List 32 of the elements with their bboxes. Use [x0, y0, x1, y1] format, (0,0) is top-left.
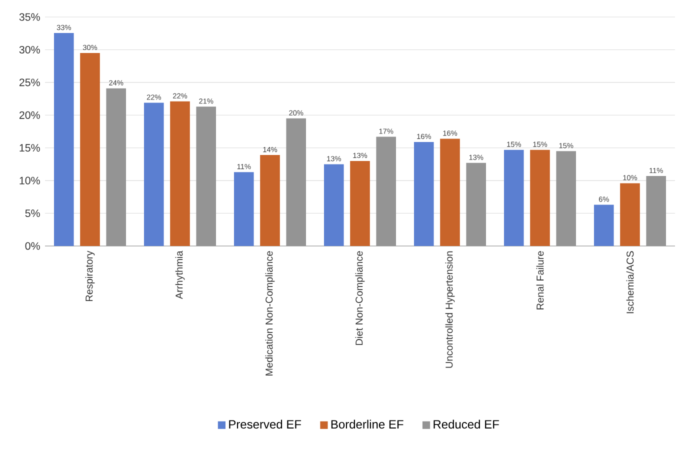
- y-tick-label: 35%: [19, 13, 40, 21]
- bar: [620, 183, 640, 246]
- y-tick-label: 15%: [20, 144, 40, 152]
- bar: [594, 204, 614, 246]
- bar: [440, 138, 460, 246]
- y-tick-label: 30%: [19, 46, 40, 54]
- y-tick-label: 5%: [25, 210, 40, 218]
- bar: [144, 102, 164, 246]
- x-tick-label: Ischemia/ACS: [626, 251, 634, 314]
- bar: [414, 142, 434, 246]
- bar: [324, 164, 344, 246]
- bar: [530, 150, 550, 246]
- x-tick-label: Renal Failure: [536, 251, 544, 310]
- y-tick-label: 0%: [25, 242, 40, 250]
- bar: [234, 172, 254, 246]
- bar: [80, 52, 100, 246]
- x-tick-label: Respiratory: [85, 250, 95, 302]
- bar: [170, 101, 190, 246]
- bar: [260, 155, 280, 246]
- y-tick-label: 20%: [19, 111, 40, 119]
- x-tick-label: Arrhythmia: [175, 250, 185, 300]
- legend-label: Reduced EF: [434, 420, 499, 429]
- bar: [54, 33, 74, 246]
- x-tick-label: Uncontrolled Hypertension: [445, 251, 455, 368]
- bar: [504, 150, 524, 246]
- legend-label: Preserved EF: [229, 420, 302, 429]
- bar: [350, 160, 370, 246]
- legend-label: Borderline EF: [331, 420, 404, 429]
- y-tick-label: 10%: [20, 176, 40, 184]
- y-tick-label: 25%: [19, 78, 40, 86]
- x-tick-label: Diet Non-Compliance: [355, 251, 365, 345]
- x-tick-label: Medication Non-Compliance: [265, 251, 275, 376]
